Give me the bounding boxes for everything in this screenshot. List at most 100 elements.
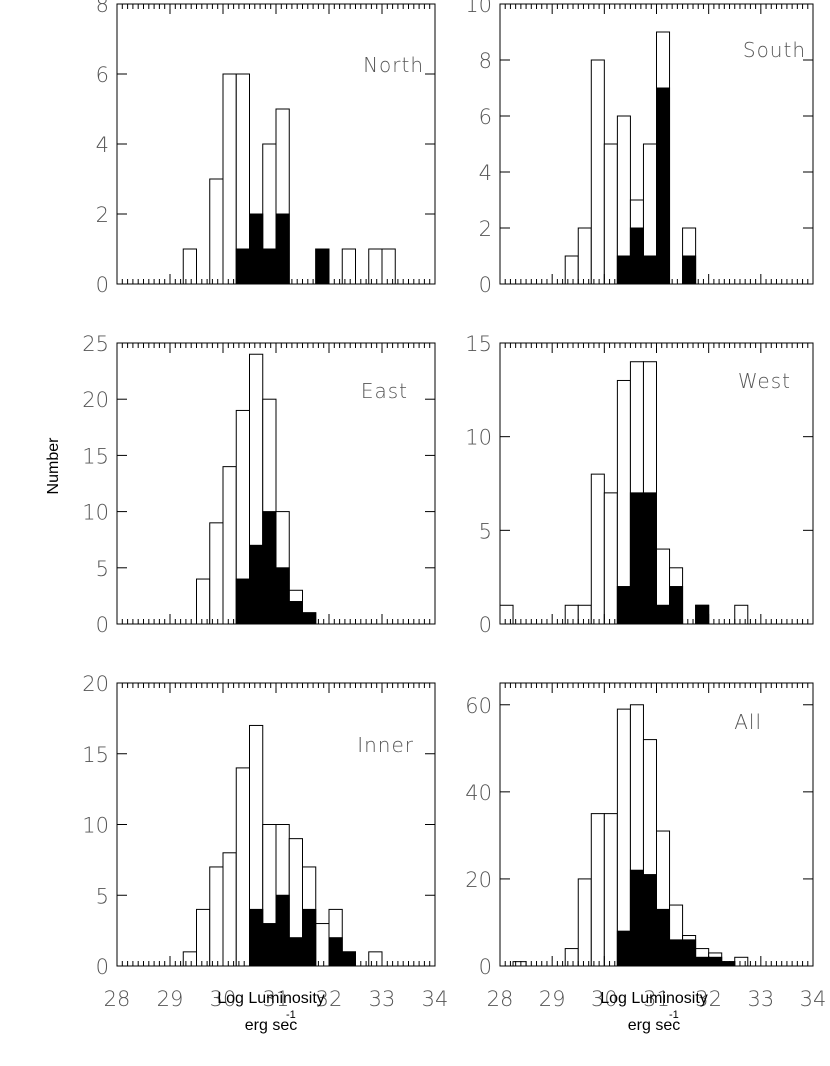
east-filled-bar-1: [249, 544, 264, 625]
x-axis-title-left: Log Luminosity: [217, 990, 325, 1007]
south-ytick-label-2: 4: [479, 161, 492, 185]
all-xtick-label-5: 33: [747, 987, 774, 1011]
south-open-bar-0: [564, 255, 579, 285]
east-ytick-label-3: 15: [82, 444, 109, 468]
panels-layer: 0 2 4 6 8 North 0 2 4 6 8 10 South 0 5 10 15 20 25 East 0 5 10…: [82, 0, 826, 1011]
south-ytick-label-3: 6: [479, 105, 492, 129]
south-filled-bar-2: [642, 255, 658, 285]
panel-west: 0 5 10 15 West: [465, 332, 814, 637]
east-panel-label: East: [361, 379, 408, 403]
north-ytick-label-1: 2: [96, 203, 109, 227]
north-ytick-label-0: 0: [96, 273, 109, 297]
all-ytick-label-3: 60: [465, 694, 492, 718]
south-filled-bar-0: [616, 255, 631, 285]
panel-all: 0 20 40 60 28 29 30 31 32 33 34 All: [465, 682, 826, 1011]
inner-filled-bar-2: [275, 894, 290, 967]
all-filled-bar-4: [669, 939, 684, 967]
inner-open-bar-3: [222, 852, 237, 967]
x-axis-title-right: Log Luminosity: [600, 990, 708, 1007]
west-open-bar-2: [577, 604, 592, 625]
x-axis-unit-left: erg sec: [245, 1017, 297, 1034]
south-ytick-label-5: 10: [465, 0, 492, 17]
inner-panel-label: Inner: [357, 733, 414, 757]
x-axis-unit-exponent-left: -1: [286, 1009, 296, 1021]
west-filled-bar-0: [616, 586, 631, 625]
inner-open-bar-1: [196, 908, 211, 967]
east-ytick-label-2: 10: [82, 501, 109, 525]
inner-filled-bar-0: [249, 908, 264, 967]
east-filled-bar-2: [262, 511, 277, 625]
inner-filled-bar-3: [288, 937, 303, 967]
west-open-bar-1: [564, 604, 579, 625]
north-ytick-label-2: 4: [96, 133, 109, 157]
west-filled-bar-1: [629, 492, 644, 625]
all-filled-bar-0: [616, 930, 631, 967]
panel-inner: 0 5 10 15 20 28 29 30 31 32 33 34 Inner: [82, 672, 448, 1011]
all-filled-bar-1: [629, 869, 644, 967]
north-filled-bar-4: [315, 248, 330, 285]
west-ytick-label-2: 10: [465, 426, 492, 450]
inner-open-bar-10: [315, 923, 330, 967]
east-ytick-label-0: 0: [96, 613, 109, 637]
north-filled-bar-3: [275, 213, 290, 285]
south-ytick-label-4: 8: [479, 49, 492, 73]
inner-xtick-label-6: 34: [422, 987, 449, 1011]
all-filled-bar-2: [642, 874, 658, 967]
south-filled-bar-4: [682, 255, 697, 285]
all-xtick-label-2: 30: [591, 987, 618, 1011]
north-panel-label: North: [363, 53, 424, 77]
inner-xtick-label-0: 28: [104, 987, 131, 1011]
west-open-bar-4: [603, 492, 618, 625]
east-ytick-label-4: 20: [82, 388, 109, 412]
inner-xtick-label-4: 32: [316, 987, 343, 1011]
west-open-bar-3: [590, 473, 605, 625]
west-filled-bar-2: [642, 492, 658, 625]
north-filled-bar-0: [235, 248, 250, 285]
all-filled-bar-8: [721, 961, 736, 967]
inner-open-bar-4: [235, 767, 250, 967]
west-filled-bar-5: [695, 604, 710, 625]
east-ytick-label-5: 25: [82, 332, 109, 356]
west-filled-bar-4: [669, 586, 684, 625]
all-open-bar-14: [734, 956, 749, 967]
all-filled-bar-7: [708, 956, 723, 967]
north-ytick-label-4: 8: [96, 0, 109, 17]
east-open-bar-0: [196, 578, 211, 625]
panel-east: 0 5 10 15 20 25 East: [82, 332, 436, 637]
all-panel-label: All: [734, 710, 762, 734]
north-filled-bar-2: [262, 248, 277, 285]
east-filled-bar-4: [288, 601, 303, 625]
west-open-bar-0: [499, 604, 514, 625]
south-open-bar-2: [590, 59, 605, 285]
north-open-bar-2: [222, 73, 237, 285]
inner-ytick-label-0: 0: [96, 955, 109, 979]
inner-ytick-label-4: 20: [82, 672, 109, 696]
inner-xtick-label-5: 33: [369, 987, 396, 1011]
east-open-bar-1: [209, 522, 224, 625]
panel-south: 0 2 4 6 8 10 South: [465, 0, 814, 297]
inner-filled-bar-1: [262, 923, 277, 967]
inner-xtick-label-1: 29: [157, 987, 184, 1011]
south-open-bar-1: [577, 227, 592, 285]
north-open-bar-8: [341, 248, 356, 285]
east-filled-bar-5: [302, 612, 317, 625]
north-ytick-label-3: 6: [96, 63, 109, 87]
x-axis-unit-right: erg sec: [628, 1017, 680, 1034]
inner-open-bar-0: [182, 951, 197, 967]
all-xtick-label-0: 28: [487, 987, 514, 1011]
north-open-bar-0: [182, 248, 197, 285]
all-open-bar-2: [577, 878, 592, 967]
inner-filled-bar-6: [328, 937, 343, 967]
west-ytick-label-3: 15: [465, 332, 492, 356]
south-filled-bar-3: [656, 87, 671, 285]
all-xtick-label-4: 32: [695, 987, 722, 1011]
all-ytick-label-2: 40: [465, 781, 492, 805]
east-open-bar-2: [222, 466, 237, 625]
west-filled-bar-3: [656, 604, 671, 625]
inner-open-bar-2: [209, 866, 224, 967]
inner-xtick-label-3: 31: [263, 987, 290, 1011]
inner-filled-bar-7: [341, 951, 356, 967]
west-ytick-label-1: 5: [479, 519, 492, 543]
west-panel-label: West: [738, 369, 791, 393]
